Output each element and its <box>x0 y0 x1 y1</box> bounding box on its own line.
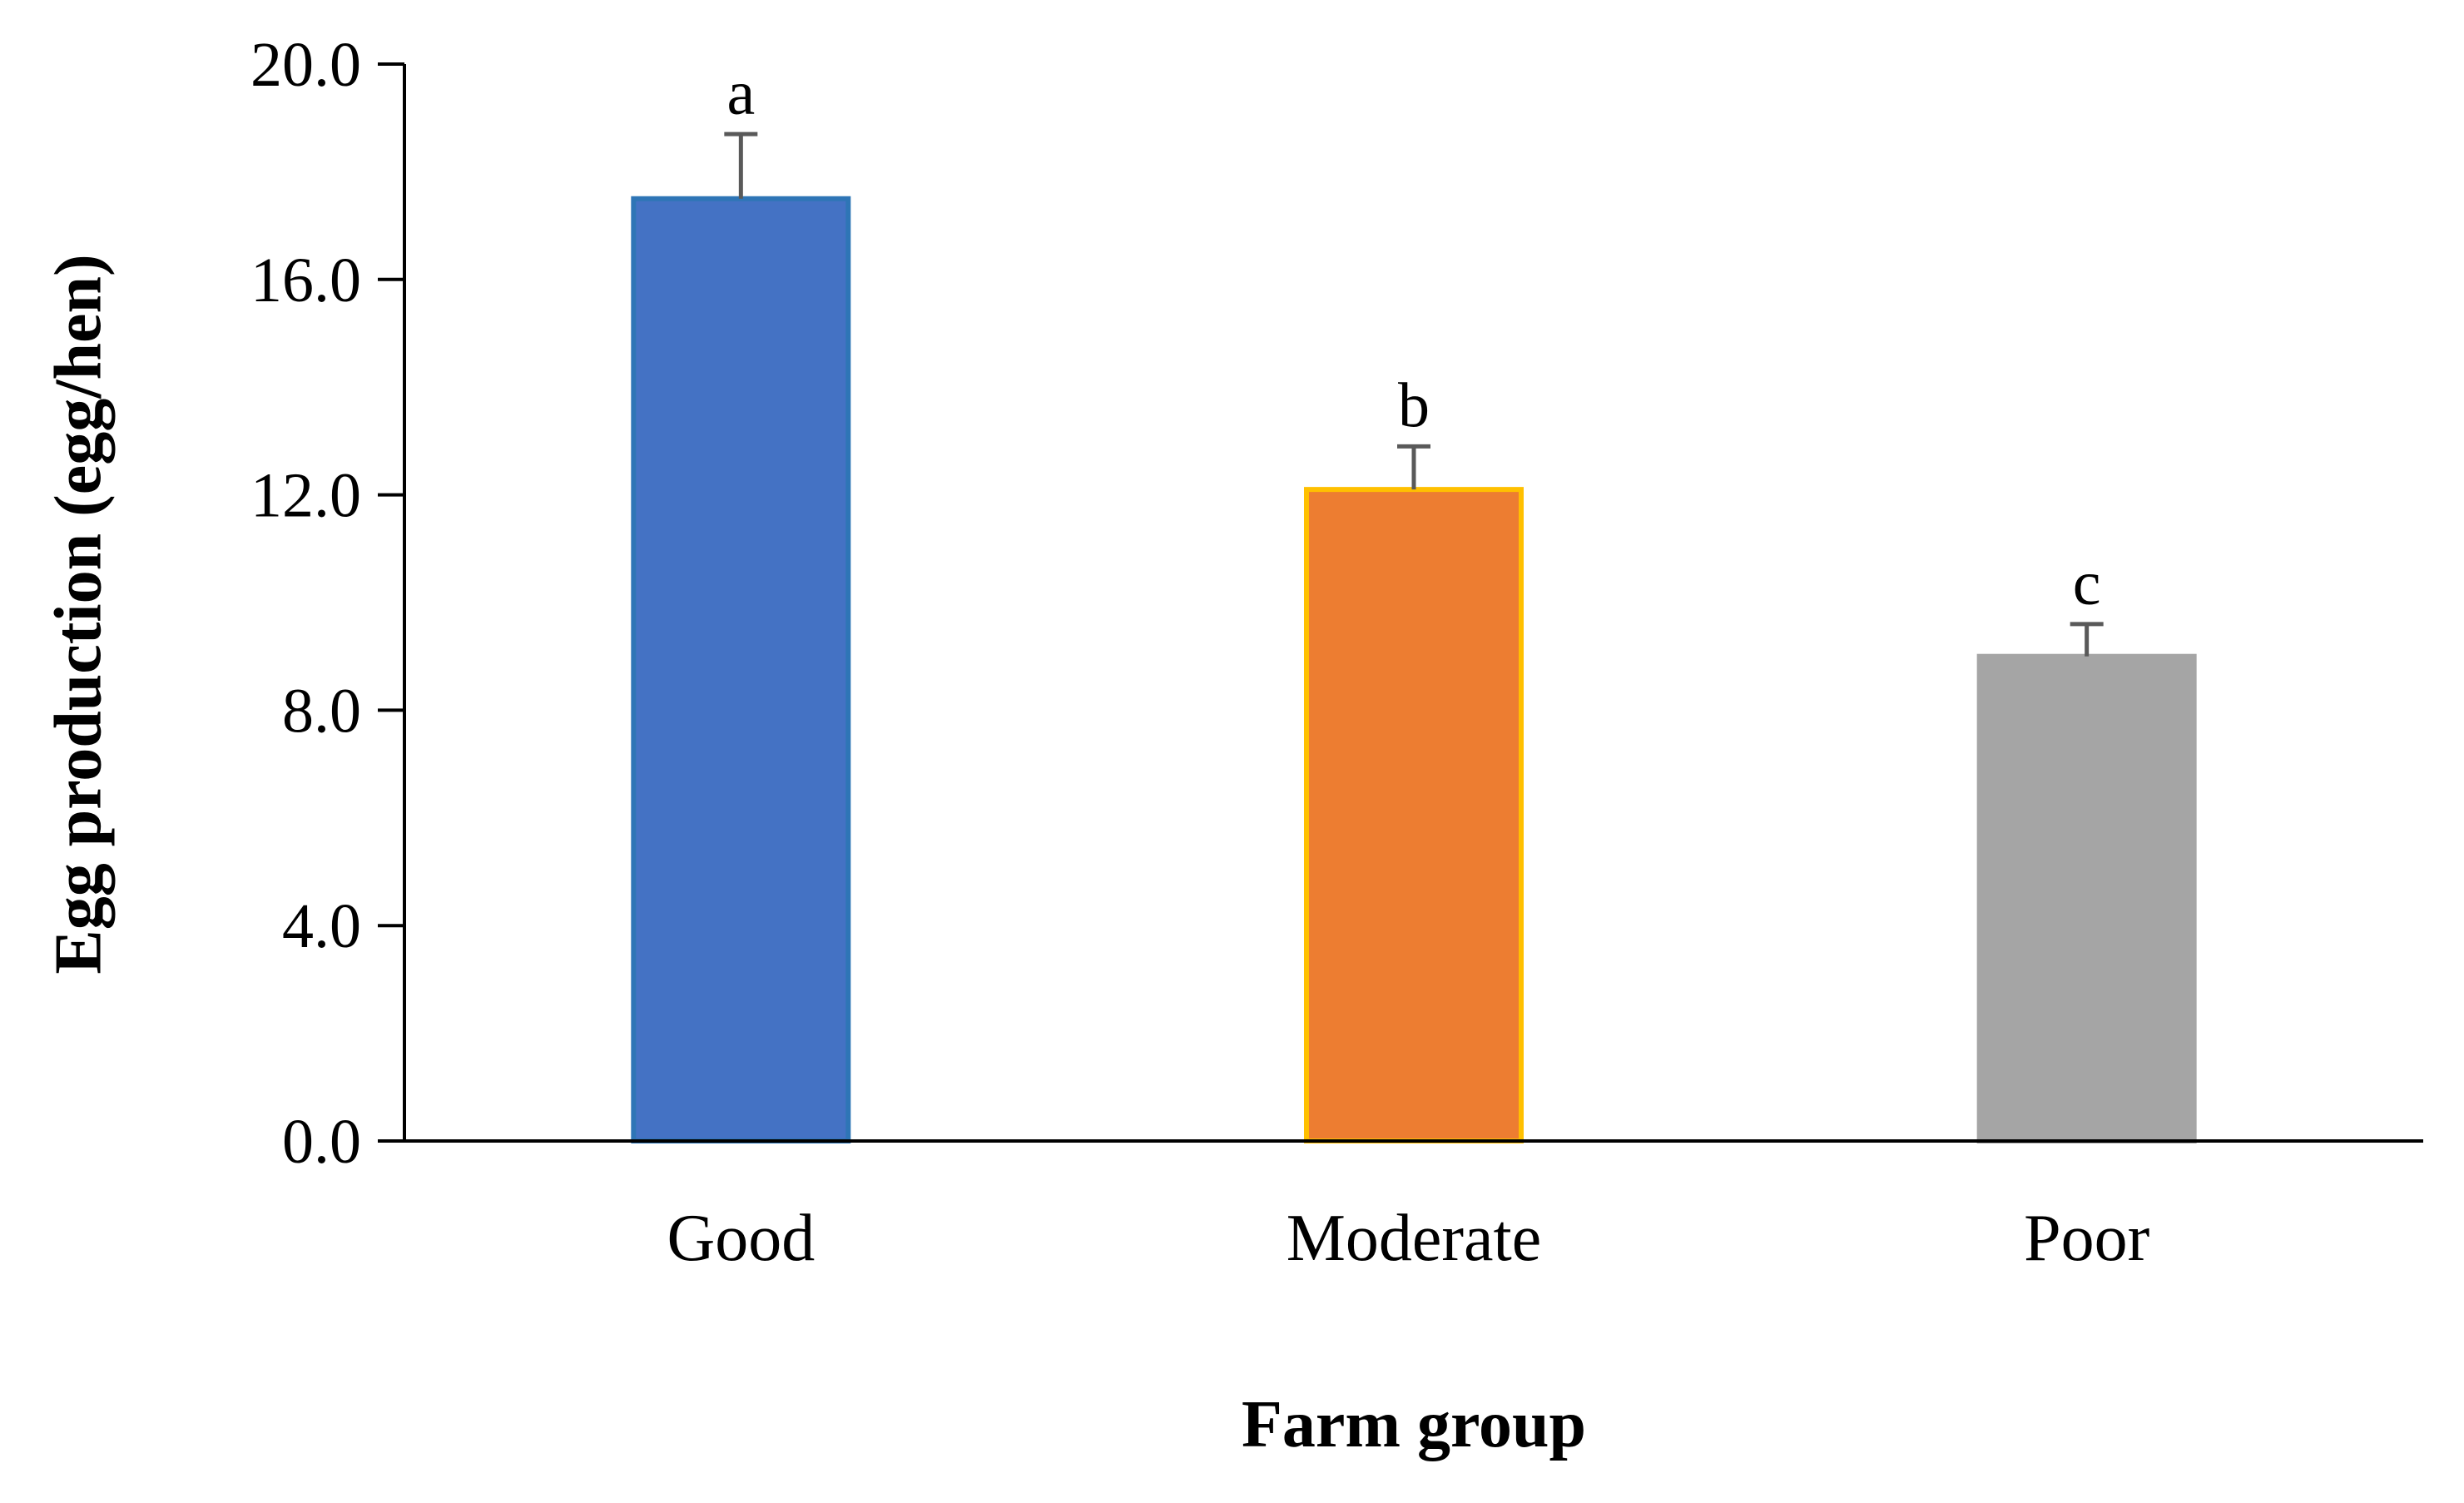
bar-poor <box>1976 653 2197 1143</box>
y-tick-label: 16.0 <box>250 246 361 315</box>
y-tick-label: 12.0 <box>250 461 361 531</box>
y-tick-label: 0.0 <box>282 1107 361 1177</box>
significance-letter: b <box>1398 370 1430 440</box>
significance-letters-group: a b c <box>726 58 2100 618</box>
y-tick-label: 8.0 <box>282 676 361 746</box>
error-bars-group <box>724 131 2104 657</box>
bar-moderate <box>1304 487 1524 1143</box>
x-tick-label: Moderate <box>1287 1202 1542 1275</box>
x-tick-label: Good <box>667 1202 815 1275</box>
significance-letter: a <box>726 58 755 128</box>
y-ticks-group: 0.0 4.0 8.0 12.0 16.0 20.0 <box>250 30 404 1177</box>
significance-letter: c <box>2073 548 2101 618</box>
x-axis-title: Farm group <box>1242 1388 1586 1461</box>
x-tick-labels-group: Good Moderate Poor <box>667 1202 2149 1275</box>
bars-group <box>631 196 2197 1143</box>
x-tick-label: Poor <box>2024 1202 2149 1275</box>
y-tick-label: 4.0 <box>282 891 361 961</box>
axes-group <box>403 64 2423 1143</box>
y-tick-label: 20.0 <box>250 30 361 100</box>
bar-good <box>631 196 851 1143</box>
y-axis-title: Egg production (egg/hen) <box>42 254 115 974</box>
